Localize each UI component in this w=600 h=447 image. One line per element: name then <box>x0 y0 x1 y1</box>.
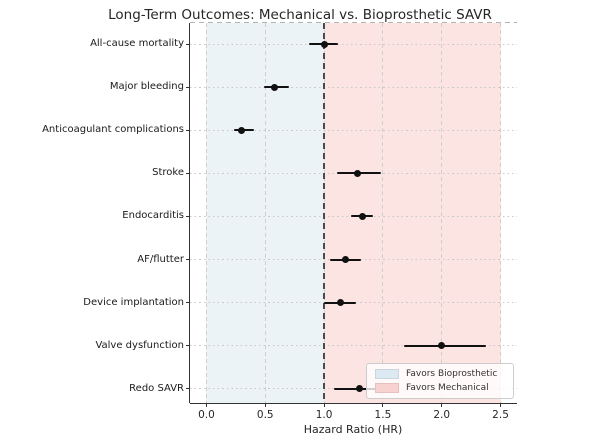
y-tick-mark <box>186 259 190 260</box>
legend-swatch <box>375 369 399 379</box>
reference-line-hr1 <box>323 23 326 403</box>
x-tick-label: 0.5 <box>256 409 274 421</box>
x-tick-mark <box>441 403 443 407</box>
confidence-interval-bar <box>333 387 395 390</box>
x-gridline <box>264 23 266 403</box>
x-axis-spine <box>190 403 517 405</box>
y-tick-mark <box>186 388 190 390</box>
plot-top-border <box>190 22 517 23</box>
x-tick-mark <box>382 403 384 407</box>
y-tick-mark <box>186 215 190 217</box>
y-tick-mark <box>186 86 190 88</box>
legend-item-favors-mechanical: Favors Mechanical <box>375 383 504 393</box>
y-tick-mark <box>186 43 190 45</box>
category-label-af-flutter: AF/flutter <box>137 253 184 265</box>
x-tick-mark <box>500 403 502 407</box>
x-gridline <box>205 23 207 403</box>
point-marker <box>438 342 446 350</box>
point-marker <box>238 126 246 134</box>
y-gridline <box>190 345 517 347</box>
favors-mechanical-region <box>324 23 501 403</box>
confidence-interval-bar <box>404 344 487 347</box>
y-gridline <box>190 86 517 88</box>
x-tick-label: 1.5 <box>374 409 392 421</box>
category-label-all-cause-mortality: All-cause mortality <box>90 38 184 49</box>
point-marker <box>355 385 363 393</box>
y-gridline <box>190 43 517 45</box>
x-tick-label: 1.0 <box>315 409 333 421</box>
y-gridline <box>190 129 517 131</box>
x-gridline <box>382 23 384 403</box>
point-marker <box>359 212 367 220</box>
category-label-stroke: Stroke <box>152 167 184 179</box>
y-tick-mark <box>186 302 190 304</box>
legend-label: Favors Mechanical <box>406 383 489 393</box>
point-marker <box>341 256 349 263</box>
point-marker <box>353 169 361 177</box>
x-gridline <box>500 23 502 403</box>
category-label-anticoagulant-complications: Anticoagulant complications <box>42 124 184 136</box>
x-tick-label: 0.0 <box>198 409 215 421</box>
x-tick-mark <box>264 403 266 407</box>
legend-swatch <box>375 383 399 393</box>
point-marker <box>337 299 345 307</box>
x-axis-title: Hazard Ratio (HR) <box>303 423 403 436</box>
category-label-valve-dysfunction: Valve dysfunction <box>95 339 184 351</box>
y-tick-mark <box>186 345 190 347</box>
legend: Favors Bioprosthetic Favors Mechanical <box>366 363 514 399</box>
x-tick-label: 2.0 <box>433 409 451 421</box>
x-tick-mark <box>323 403 325 407</box>
x-tick-label: 2.5 <box>492 409 509 421</box>
legend-item-favors-bioprosthetic: Favors Bioprosthetic <box>375 369 504 379</box>
point-marker <box>320 40 328 48</box>
y-tick-mark <box>186 129 190 131</box>
y-axis-spine <box>189 23 191 403</box>
category-label-major-bleeding: Major bleeding <box>109 81 184 93</box>
category-label-endocarditis: Endocarditis <box>122 210 184 222</box>
legend-label: Favors Bioprosthetic <box>406 369 498 379</box>
y-tick-mark <box>186 172 190 174</box>
chart-title: Long-Term Outcomes: Mechanical vs. Biopr… <box>108 7 492 23</box>
point-marker <box>271 83 279 91</box>
category-label-redo-savr: Redo SAVR <box>129 382 184 394</box>
x-tick-mark <box>205 403 207 407</box>
x-gridline <box>441 23 443 403</box>
category-label-device-implantation: Device implantation <box>83 296 184 308</box>
